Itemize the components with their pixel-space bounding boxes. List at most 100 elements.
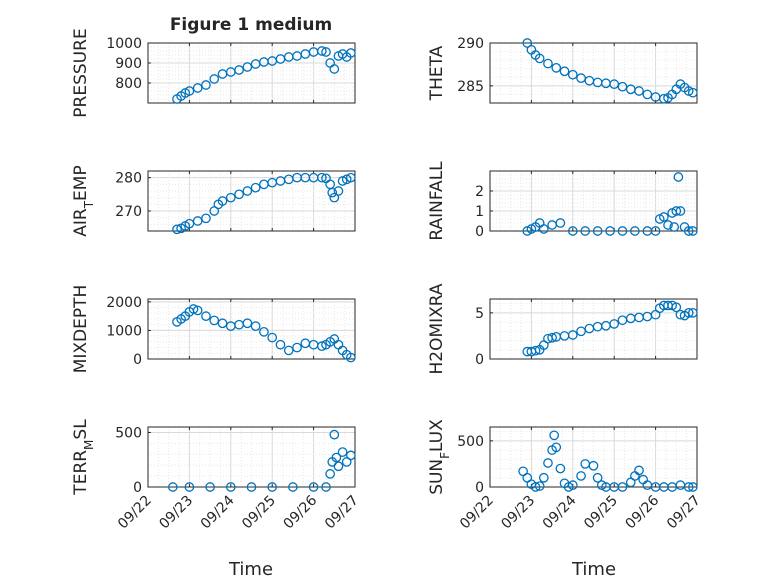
air-temp-data-point — [242, 186, 253, 196]
terr-msl-data-point — [225, 482, 236, 492]
terr-msl-data-point — [333, 461, 344, 472]
mixdepth-data-point — [317, 341, 327, 351]
terr-msl-data-point — [246, 482, 257, 492]
theta-y-tick-label: 290 — [457, 36, 484, 52]
sunflux-data-point — [592, 472, 603, 483]
theta-data-point — [551, 63, 562, 73]
terr-msl-data-point — [331, 452, 342, 463]
terr-msl-data-point — [267, 482, 278, 492]
terr-msl-data-point — [346, 450, 356, 461]
terr-msl-data-point — [337, 447, 348, 457]
h2omixra-y-tick-label: 0 — [475, 352, 484, 368]
h2omixra-y-tick-label: 5 — [475, 306, 484, 322]
sunflux-data-point — [543, 458, 553, 468]
terr-msl-data-point — [205, 482, 215, 492]
terr-msl-y-axis-label: TERRMSL — [71, 419, 96, 496]
h2omixra-data-point — [576, 326, 586, 337]
theta-y-tick-label: 285 — [457, 79, 484, 95]
x-axis-label-right: Time — [571, 559, 616, 580]
rainfall-data-point — [688, 226, 698, 236]
pressure-data-point — [209, 74, 220, 84]
air-temp-y-tick-label: 280 — [115, 171, 142, 187]
pressure-data-point — [317, 46, 327, 56]
pressure-data-point — [329, 64, 340, 74]
h2omixra-data-point — [547, 332, 557, 343]
mixdepth-data-point — [275, 339, 286, 350]
subplot-pressure: 800 900 1000 PRESSURE — [71, 28, 356, 118]
air-temp-data-point — [333, 186, 344, 196]
air-temp-data-point — [192, 216, 203, 226]
sunflux-data-point — [530, 482, 541, 492]
mixdepth-data-point — [188, 304, 199, 314]
rainfall-data-point — [555, 218, 566, 228]
mixdepth-y-axis-label: MIXDEPTH — [71, 285, 91, 374]
rainfall-data-point — [617, 226, 628, 236]
theta-data-point — [659, 93, 669, 104]
subplot-air-temp: 270 280 AIRTEMP — [71, 165, 356, 237]
rainfall-data-point — [673, 172, 684, 182]
terr-msl-data-point — [321, 482, 331, 492]
rainfall-y-tick-label: 0 — [475, 224, 484, 240]
pressure-y-tick-label: 1000 — [106, 36, 142, 52]
rainfall-data-point — [538, 224, 549, 234]
mixdepth-data-point — [217, 318, 228, 329]
air-temp-y-tick-label: 270 — [115, 204, 142, 220]
rainfall-y-tick-label: 2 — [475, 184, 484, 200]
sunflux-data-point — [634, 465, 644, 476]
air-temp-data-point — [201, 213, 211, 224]
sunflux-data-point — [551, 442, 562, 453]
h2omixra-data-point — [671, 302, 682, 313]
rainfall-data-point — [580, 226, 591, 236]
sunflux-data-point — [576, 471, 586, 481]
terr-msl-y-tick-label: 0 — [133, 480, 142, 496]
rainfall-data-point — [663, 220, 673, 230]
pressure-data-point — [346, 48, 356, 58]
pressure-data-point — [242, 62, 253, 72]
mixdepth-data-point — [283, 345, 294, 356]
x-axis-label-left: Time — [228, 559, 273, 580]
mixdepth-data-point — [201, 311, 211, 321]
pressure-axes-box — [147, 42, 356, 104]
air-temp-data-point — [341, 174, 352, 185]
rainfall-data-point — [605, 226, 615, 236]
sunflux-data-point — [538, 472, 549, 483]
air-temp-data-point — [327, 187, 338, 198]
theta-data-point — [559, 66, 570, 77]
pressure-y-tick-label: 800 — [115, 76, 142, 92]
pressure-data-point — [234, 65, 244, 75]
h2omixra-data-point — [530, 345, 541, 356]
air-temp-data-point — [317, 172, 327, 183]
rainfall-data-point — [671, 206, 682, 216]
mixdepth-data-point — [250, 321, 261, 331]
air-temp-data-point — [217, 196, 228, 206]
mixdepth-y-tick-label: 2000 — [106, 295, 142, 311]
air-temp-data-point — [234, 189, 244, 200]
pressure-data-point — [192, 83, 203, 93]
rainfall-data-point — [669, 222, 680, 232]
theta-data-point — [543, 58, 553, 69]
theta-axes-box — [489, 42, 698, 104]
sunflux-data-point — [567, 480, 578, 491]
sunflux-data-point — [588, 460, 599, 471]
h2omixra-data-point — [567, 330, 578, 340]
rainfall-data-point — [675, 206, 686, 216]
mixdepth-data-point — [209, 315, 220, 326]
pressure-y-tick-label: 900 — [115, 56, 142, 72]
air-temp-data-point — [346, 172, 356, 183]
pressure-data-point — [201, 80, 211, 90]
h2omixra-y-axis-label: H2OMIXRA — [427, 283, 447, 374]
sunflux-y-axis-label: SUNFLUX — [427, 419, 452, 495]
pressure-data-point — [321, 47, 331, 57]
mixdepth-data-point — [292, 342, 302, 353]
rainfall-data-point — [683, 226, 694, 236]
rainfall-data-point — [659, 212, 669, 222]
h2omixra-data-point — [609, 319, 620, 329]
sunflux-data-point — [549, 430, 560, 441]
sunflux-data-point — [534, 481, 545, 491]
sunflux-data-point — [555, 463, 566, 474]
rainfall-y-axis-label: RAINFALL — [427, 161, 447, 241]
mixdepth-data-point — [259, 327, 269, 337]
mixdepth-data-point — [192, 305, 203, 316]
mixdepth-y-tick-label: 1000 — [106, 323, 142, 339]
